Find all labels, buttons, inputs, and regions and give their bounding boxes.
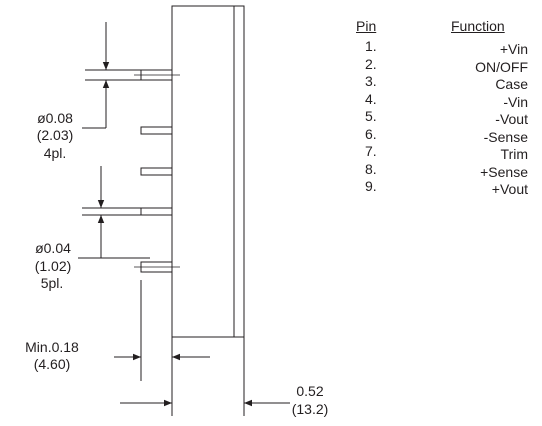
pin-number: 9. [365,178,377,194]
pin-table-row: 2. ON/OFF [356,55,536,75]
pin-1 [134,69,180,81]
pin-number: 6. [365,125,377,142]
pin-table-row: 5. -Vout [356,108,536,127]
pin-function: +Sense [480,163,528,180]
dim-pin-dia-small-mm: (1.02) [35,258,72,274]
pin-table-row: 8. +Sense [356,160,536,180]
pin-number: 2. [365,55,377,72]
pin-table-row: 3. Case [356,73,536,92]
dim-body-width-mm: (13.2) [292,401,329,417]
dim-pin-dia-small-inch: ø0.04 [35,240,71,256]
pin-number: 1. [365,38,377,54]
pin-function: -Sense [483,128,528,145]
pin-table-row: 6. -Sense [356,125,536,145]
pin-2 [140,126,173,135]
pin-number: 4. [365,90,377,107]
pin-function: +Vout [491,181,528,197]
pin-number: 7. [365,143,377,159]
pin-table-rows: 1. +Vin 2. ON/OFF 3. Case 4. -Vin 5. -Vout 6. -Sens… [356,38,536,197]
pin-table-row: 7. Trim [356,143,536,162]
pin-function: -Vin [503,93,528,110]
dim-min-pin-length-inch: Min.0.18 [25,339,79,355]
dim-pin-dia-large-mm: (2.03) [37,127,74,143]
pin-function: ON/OFF [475,58,528,75]
dim-pin-dia-small-lines [78,166,150,259]
pin-number: 3. [365,73,377,89]
pin-table-header: Pin Function [356,18,536,36]
pin-3 [140,167,173,176]
pin-function: +Vin [499,41,528,57]
pin-table-row: 4. -Vin [356,90,536,110]
pin-number: 8. [365,160,377,177]
dim-body-width-inch: 0.52 [296,383,323,399]
module-body [171,5,245,338]
pin-table-row: 9. +Vout [356,178,536,197]
dim-pin-dia-large-inch: ø0.08 [37,110,73,126]
pin-5 [134,261,180,273]
dim-pin-dia-large-lines [82,22,141,129]
pin-4 [140,207,173,216]
function-column-header: Function [451,18,505,34]
dim-pin-dia-large-qty: 4pl. [44,145,67,161]
pin-function: -Vout [495,111,528,127]
dim-body-width-lines [120,337,290,416]
pin-column-header: Pin [356,18,377,34]
pin-function-table: Pin Function 1. +Vin 2. ON/OFF 3. Case 4. -Vin 5… [356,18,536,197]
pin-number: 5. [365,108,377,124]
pin-function: Case [495,76,528,92]
dim-pin-dia-small-qty: 5pl. [41,275,64,291]
pin-function: Trim [500,146,528,162]
pin-table-row: 1. +Vin [356,38,536,57]
dim-min-pin-length-mm: (4.60) [34,356,71,372]
